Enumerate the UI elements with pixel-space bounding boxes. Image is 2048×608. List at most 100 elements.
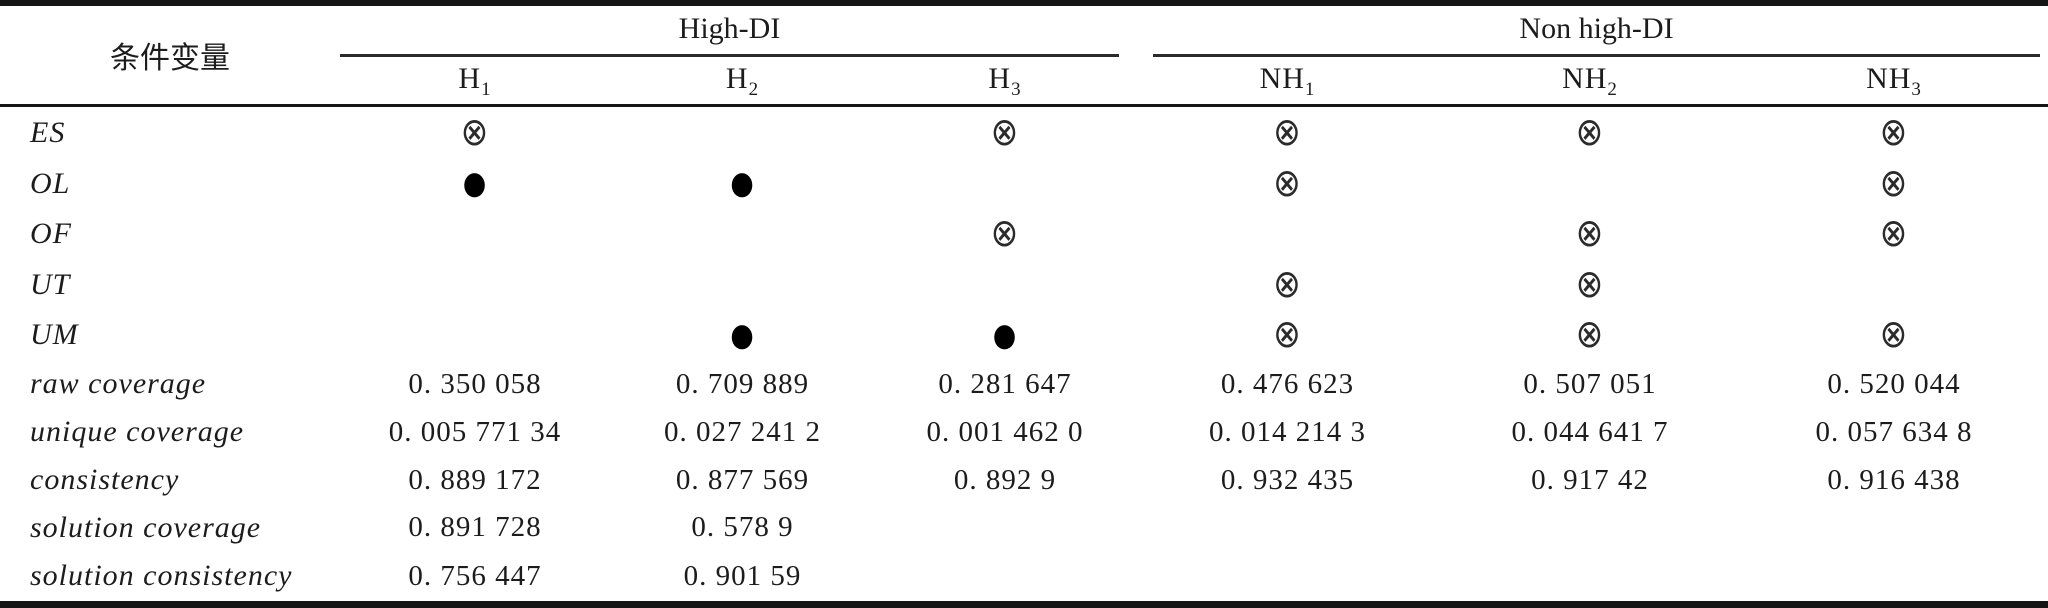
value-consistency-h2: 0. 877 569 [675,463,810,496]
cell-um-nh1: ⊗ [1135,310,1440,361]
cell-es-nh3: ⊗ [1740,106,2048,159]
cell-es-nh2: ⊗ [1440,106,1740,159]
circled-cross-icon: ⊗ [1575,260,1605,307]
value-raw-coverage-nh2: 0. 507 051 [1523,367,1657,400]
column-header-h2-base: H [725,61,749,95]
cell-of-nh3: ⊗ [1740,209,2048,260]
value-consistency-h3: 0. 892 9 [953,463,1057,496]
cell-of-nh1 [1135,209,1440,260]
value-raw-coverage-h1: 0. 350 058 [408,367,542,400]
cell-um-nh2: ⊗ [1440,310,1740,361]
header-sub-row: H1 H2 H3 NH1 NH2 NH3 [0,58,2048,107]
table-row-of: OF ⊗ ⊗ ⊗ [0,209,2048,260]
circled-cross-icon: ⊗ [1575,310,1605,357]
table-row-um: UM ● ● ⊗ ⊗ ⊗ [0,310,2048,361]
column-header-h3-base: H [988,61,1012,95]
value-solution-consistency-h2: 0. 901 59 [683,559,802,592]
value-solution-coverage-h2: 0. 578 9 [691,511,794,544]
cell-of-h2 [610,209,875,260]
row-label-consistency: consistency [30,463,180,497]
column-header-h1-sub: 1 [481,78,492,100]
column-header-h2-sub: 2 [748,78,760,100]
circled-cross-icon: ⊗ [990,209,1020,256]
row-label-um: UM [30,318,79,352]
circled-cross-icon: ⊗ [1879,108,1909,155]
value-raw-coverage-nh3: 0. 520 044 [1827,367,1961,400]
group-header-high-di-label: High-DI [340,8,1119,57]
table-row-raw-coverage: raw coverage 0. 350 058 0. 709 889 0. 28… [0,361,2048,409]
table-row-unique-coverage: unique coverage 0. 005 771 34 0. 027 241… [0,408,2048,456]
row-label-es: ES [30,115,66,149]
circled-cross-icon: ⊗ [1879,310,1909,357]
column-header-nh1-sub: 1 [1304,78,1316,100]
circled-cross-icon: ⊗ [1273,260,1302,307]
column-header-nh3-sub: 3 [1911,78,1922,100]
group-header-high-di: High-DI [340,3,1135,58]
value-solution-consistency-nh2 [1440,552,1740,605]
cell-ut-h2 [610,259,875,310]
value-consistency-nh3: 0. 916 438 [1827,463,1961,496]
value-raw-coverage-nh1: 0. 476 623 [1220,367,1355,400]
cell-ut-h3 [875,259,1135,310]
value-solution-coverage-nh1 [1135,504,1440,552]
circled-cross-icon: ⊗ [1575,209,1605,256]
value-solution-consistency-nh1 [1135,552,1440,605]
cell-es-h2 [610,106,875,159]
cell-es-h1: ⊗ [340,106,610,159]
cell-um-nh3: ⊗ [1740,310,2048,361]
cell-ut-nh3 [1740,259,2048,310]
table-row-ol: OL ● ● ⊗ ⊗ [0,158,2048,209]
cell-of-h1 [340,209,610,260]
value-consistency-h1: 0. 889 172 [408,463,542,496]
table-row-consistency: consistency 0. 889 172 0. 877 569 0. 892… [0,456,2048,504]
cell-of-h3: ⊗ [875,209,1135,260]
circled-cross-icon: ⊗ [1879,158,1909,206]
value-unique-coverage-nh1: 0. 014 214 3 [1209,415,1366,448]
filled-circle-icon: ● [992,316,1018,354]
cell-es-nh1: ⊗ [1135,106,1440,159]
value-unique-coverage-h2: 0. 027 241 2 [664,415,821,448]
value-solution-coverage-h3 [875,504,1135,552]
filled-circle-icon: ● [730,165,755,202]
column-header-nh2-base: NH [1562,61,1608,95]
cell-ol-nh1: ⊗ [1135,158,1440,209]
cell-es-h3: ⊗ [875,106,1135,159]
value-raw-coverage-h2: 0. 709 889 [675,367,810,400]
circled-cross-icon: ⊗ [1273,310,1302,357]
column-header-nh3-base: NH [1866,61,1912,95]
value-unique-coverage-nh2: 0. 044 641 7 [1511,415,1669,448]
value-solution-coverage-h1: 0. 891 728 [408,511,542,544]
group-header-non-high-di: Non high-DI [1135,3,2048,58]
value-solution-consistency-h3 [875,552,1135,605]
row-label-unique-coverage: unique coverage [30,415,245,449]
cell-ut-nh1: ⊗ [1135,259,1440,310]
column-header-nh2: NH2 [1440,58,1740,107]
value-unique-coverage-h1: 0. 005 771 34 [388,415,562,448]
header-group-row: 条件变量 High-DI Non high-DI [0,3,2048,107]
row-label-ol: OL [30,166,71,200]
circled-cross-icon: ⊗ [1273,158,1302,206]
cell-um-h3: ● [875,310,1135,361]
value-unique-coverage-h3: 0. 001 462 0 [926,415,1084,448]
cell-um-h1 [340,310,610,361]
cell-ol-h2: ● [610,158,875,209]
column-header-h1-base: H [458,61,482,95]
cell-ol-h1: ● [340,158,610,209]
table-row-es: ES ⊗ ⊗ ⊗ ⊗ ⊗ [0,106,2048,159]
row-label-of: OF [30,217,72,251]
column-header-nh3: NH3 [1740,58,2048,107]
circled-cross-icon: ⊗ [460,108,490,155]
value-consistency-nh2: 0. 917 42 [1531,463,1649,496]
column-header-nh2-sub: 2 [1607,78,1618,100]
cell-um-h2: ● [610,310,875,361]
filled-circle-icon: ● [462,165,488,202]
row-label-solution-consistency: solution consistency [30,559,293,593]
column-header-h1: H1 [340,58,610,107]
cell-ut-h1 [340,259,610,310]
column-header-h3-sub: 3 [1011,78,1022,100]
row-label-raw-coverage: raw coverage [30,367,207,401]
cell-ol-h3 [875,158,1135,209]
table-row-solution-coverage: solution coverage 0. 891 728 0. 578 9 [0,504,2048,552]
